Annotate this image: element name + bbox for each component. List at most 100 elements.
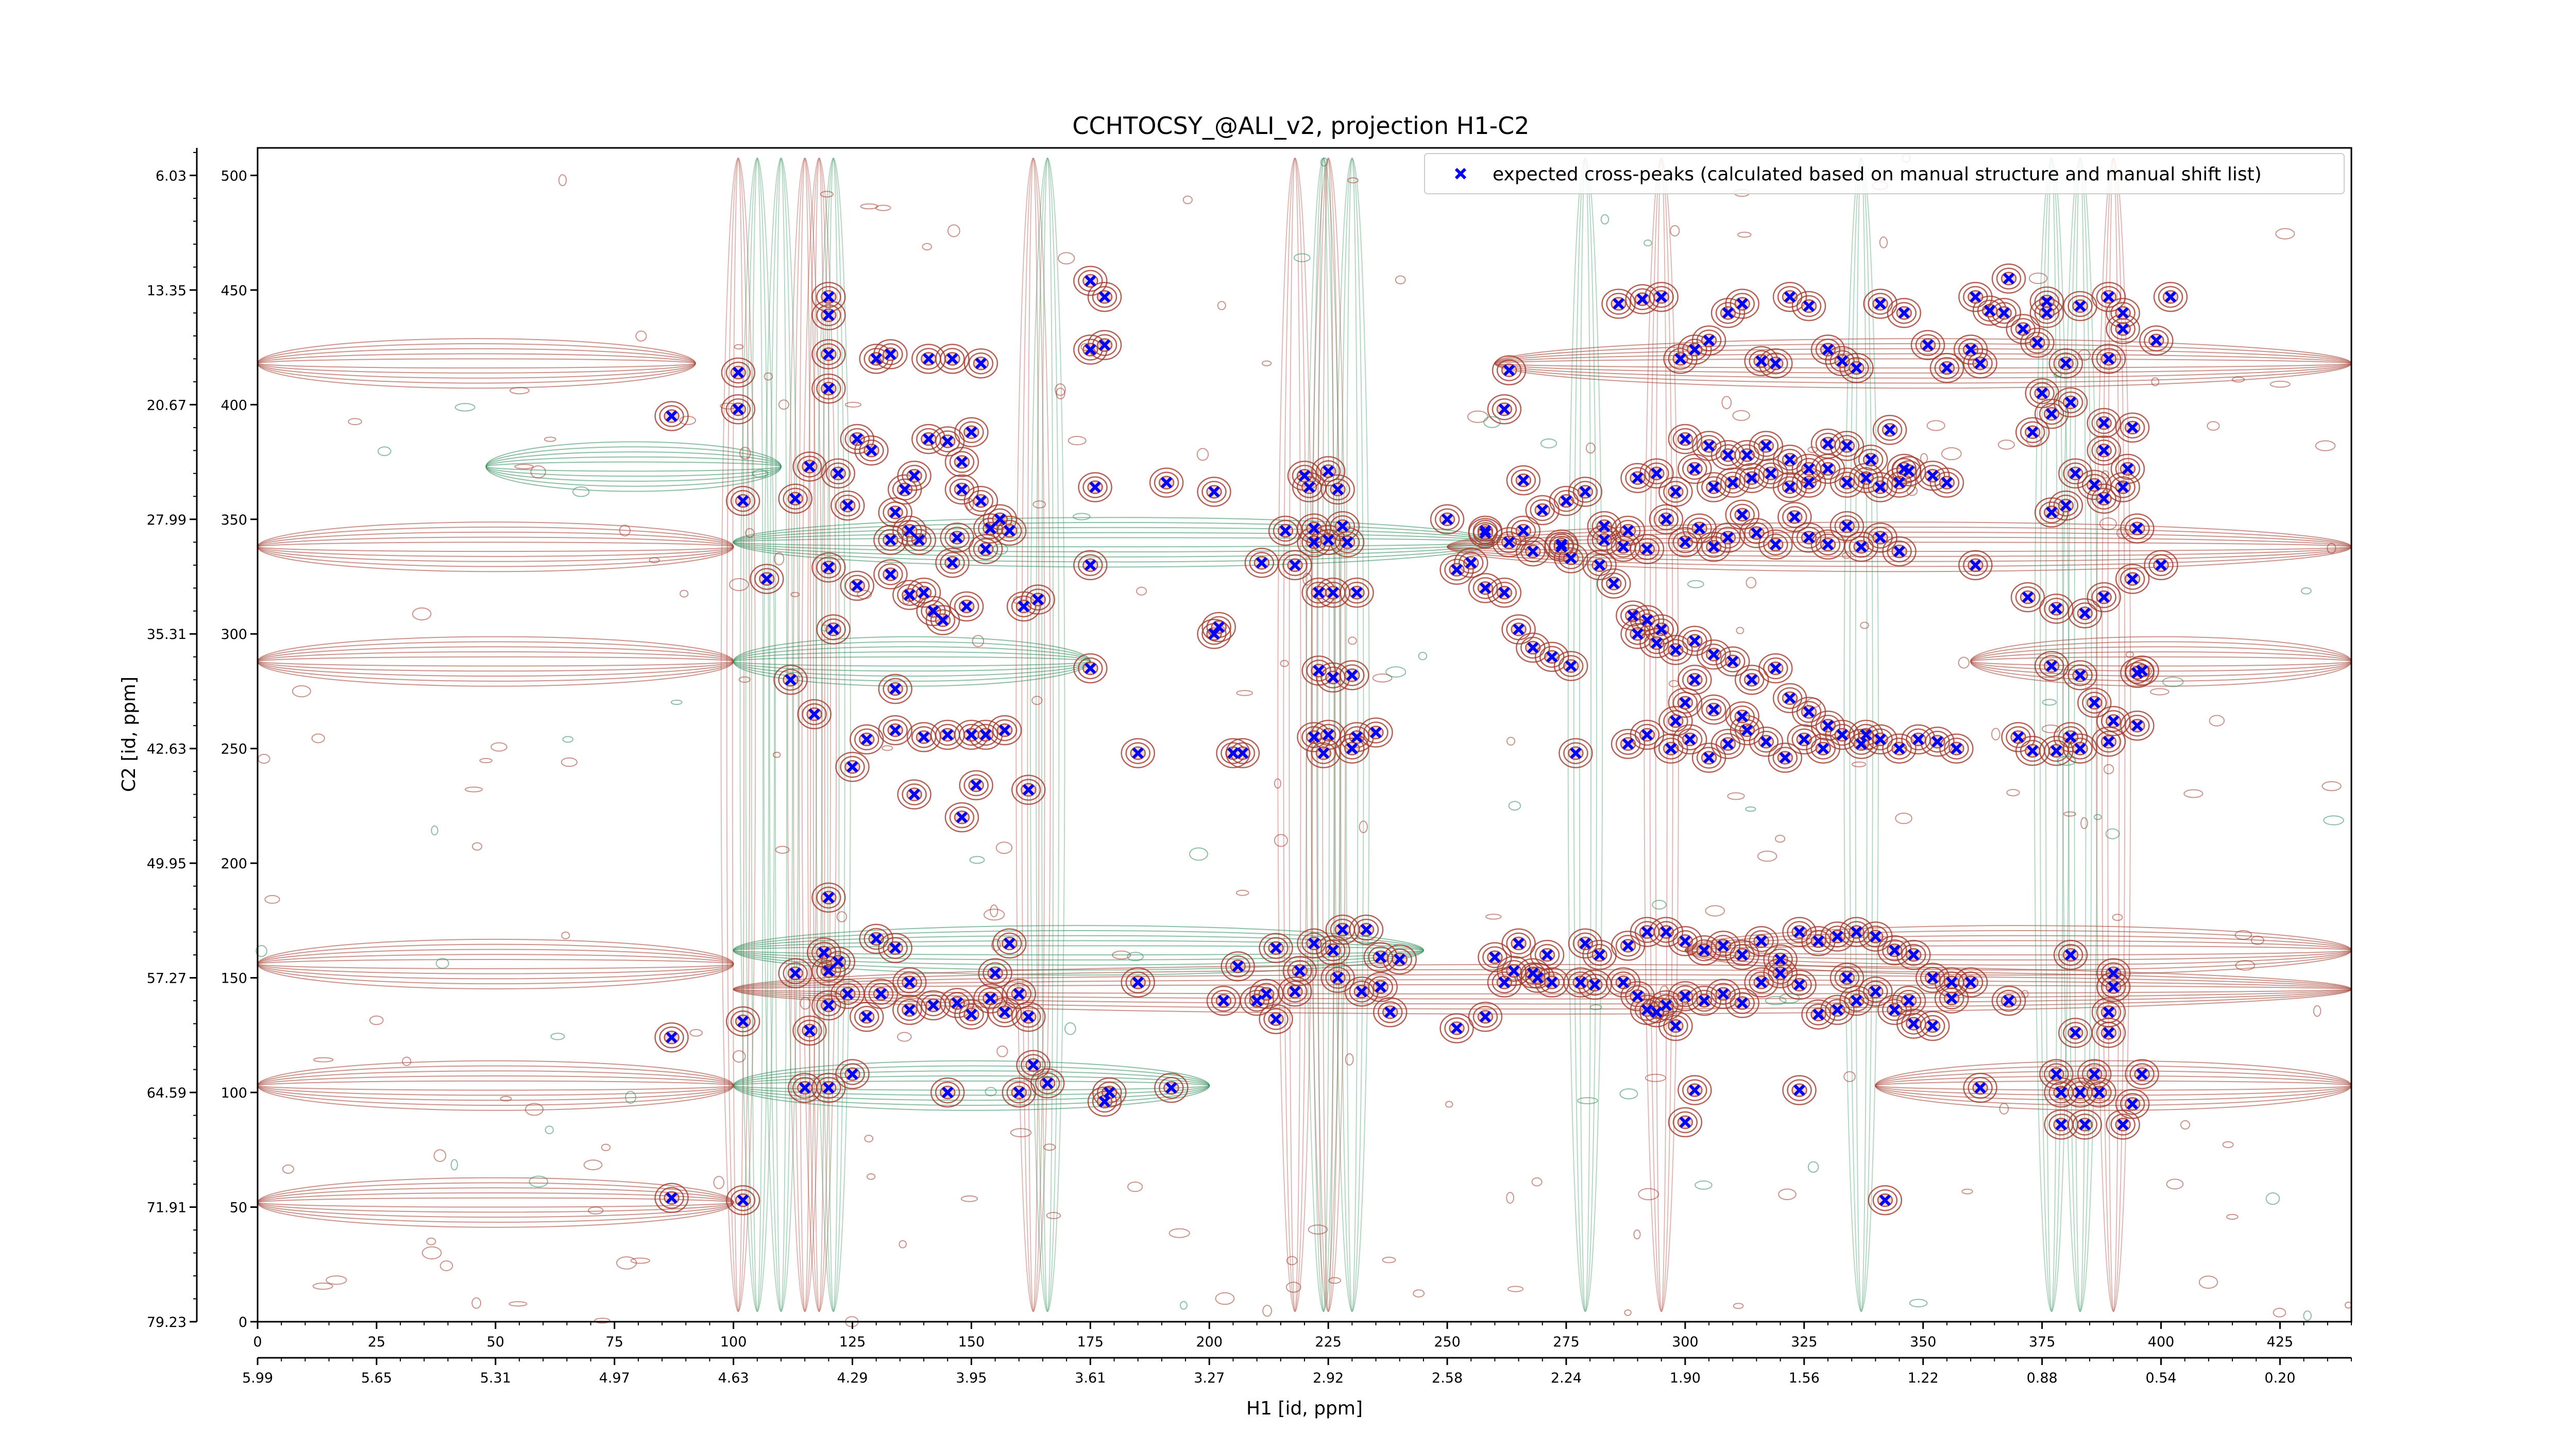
noise-contour: [1909, 1299, 1928, 1308]
cross-peak-point: [1236, 747, 1249, 759]
cross-peak-point: [1370, 727, 1382, 738]
cross-peak-point: [1084, 662, 1096, 675]
noise-contour: [562, 736, 574, 743]
y-tick-label: 350: [221, 512, 247, 528]
cross-peak-point: [885, 534, 896, 546]
cross-peak-point: [1893, 743, 1905, 754]
ppm-x-tick-label: 2.92: [1313, 1370, 1344, 1386]
cross-peak-point: [1213, 621, 1225, 633]
cross-peak-point: [927, 999, 939, 1012]
cross-peak-point: [946, 557, 958, 569]
cross-peak-point: [1908, 949, 1920, 961]
ppm-y-tick-label: 64.59: [147, 1085, 187, 1101]
cross-peak-point: [942, 1086, 954, 1099]
cross-peak-point: [1865, 453, 1877, 466]
noise-contour: [1721, 396, 1732, 410]
noise-contour: [1778, 1188, 1797, 1200]
cross-peak-point: [1998, 307, 2010, 319]
contour-streak: [801, 158, 837, 1312]
cross-peak-point: [1327, 945, 1339, 956]
contour-streak: [787, 158, 823, 1312]
cross-peak-point: [1517, 525, 1529, 537]
cross-peak-point: [970, 779, 982, 791]
cross-peak-point: [1217, 995, 1230, 1007]
ppm-x-tick-label: 5.65: [361, 1370, 392, 1386]
noise-contour: [558, 174, 567, 187]
noise-contour: [1727, 792, 1745, 800]
noise-contour: [282, 1164, 294, 1174]
noise-contour: [601, 1143, 611, 1151]
noise-contour: [2116, 527, 2129, 539]
noise-contour: [1182, 195, 1193, 205]
noise-contour: [2099, 517, 2117, 530]
cross-peak-point: [2103, 353, 2115, 365]
y-tick-label: 400: [221, 397, 247, 413]
noise-contour: [902, 594, 910, 604]
cross-peak-point: [1498, 976, 1511, 988]
cross-peak-point: [1375, 951, 1386, 963]
cross-peak-point: [1313, 587, 1325, 599]
noise-contour: [2021, 990, 2029, 998]
contour-streak: [733, 636, 1091, 687]
cross-peak-point: [1084, 559, 1096, 571]
noise-contour: [1774, 835, 1786, 843]
plot-background: [258, 148, 2351, 1322]
ppm-x-tick-label: 2.24: [1551, 1370, 1582, 1386]
cross-peak-point: [2045, 507, 2058, 518]
noise-contour: [402, 1056, 412, 1066]
noise-contour: [990, 904, 998, 917]
cross-peak-point: [998, 724, 1011, 736]
noise-contour: [772, 751, 781, 758]
cross-peak-point: [1622, 940, 1634, 952]
y-tick-label: 200: [221, 856, 247, 872]
x-tick-label: 25: [368, 1334, 385, 1350]
noise-contour: [2150, 688, 2170, 696]
noise-contour: [947, 224, 960, 238]
cross-peak-point: [1941, 477, 1953, 488]
cross-peak-point: [1260, 988, 1273, 1000]
cross-peak-point: [1574, 976, 1586, 988]
y-tick-label: 300: [221, 627, 247, 643]
cross-peak-point: [980, 543, 992, 555]
cross-peak-point: [1655, 624, 1667, 635]
cross-peak-point: [1232, 961, 1244, 972]
cross-peak-point: [1536, 504, 1548, 516]
cross-peak-point: [1736, 949, 1748, 961]
cross-peak-point: [1689, 344, 1701, 356]
cross-peak-point: [1770, 358, 1782, 369]
cross-peak-point: [1679, 935, 1691, 947]
cross-peak-point: [1579, 937, 1591, 950]
cross-peak-point: [2031, 337, 2043, 349]
noise-contour: [732, 1050, 746, 1063]
cross-peak-point: [737, 1194, 749, 1206]
cross-peak-point: [1812, 1008, 1824, 1020]
cross-peak-point: [1084, 275, 1096, 287]
cross-peak-point: [1822, 538, 1834, 550]
cross-peak-point: [1803, 477, 1815, 488]
cross-peak-point: [1698, 945, 1710, 956]
noise-contour: [635, 330, 647, 342]
cross-peak-point: [1836, 355, 1848, 367]
cross-peak-point: [1104, 1086, 1115, 1099]
noise-contour: [529, 1175, 549, 1188]
noise-contour: [1274, 778, 1281, 789]
ppm-x-tick-label: 4.63: [718, 1370, 749, 1386]
cross-peak-point: [1679, 433, 1691, 445]
ppm-y-tick-label: 79.23: [147, 1315, 187, 1330]
cross-peak-point: [1893, 545, 1905, 558]
noise-contour: [1507, 1286, 1524, 1292]
cross-peak-point: [870, 933, 882, 945]
cross-peak-point: [1755, 976, 1767, 988]
noise-contour: [680, 589, 689, 598]
cross-peak-point: [1670, 715, 1682, 727]
x-tick-label: 125: [839, 1334, 866, 1350]
cross-peak-point: [1855, 541, 1867, 553]
cross-peak-point: [1717, 940, 1729, 952]
x-tick-label: 200: [1196, 1334, 1223, 1350]
cross-peak-point: [1660, 926, 1672, 938]
cross-peak-point: [1679, 990, 1691, 1002]
noise-contour: [1705, 905, 1725, 917]
cross-peak-point: [1004, 937, 1015, 950]
cross-peak-point: [732, 366, 744, 379]
noise-contour: [1064, 1022, 1076, 1035]
